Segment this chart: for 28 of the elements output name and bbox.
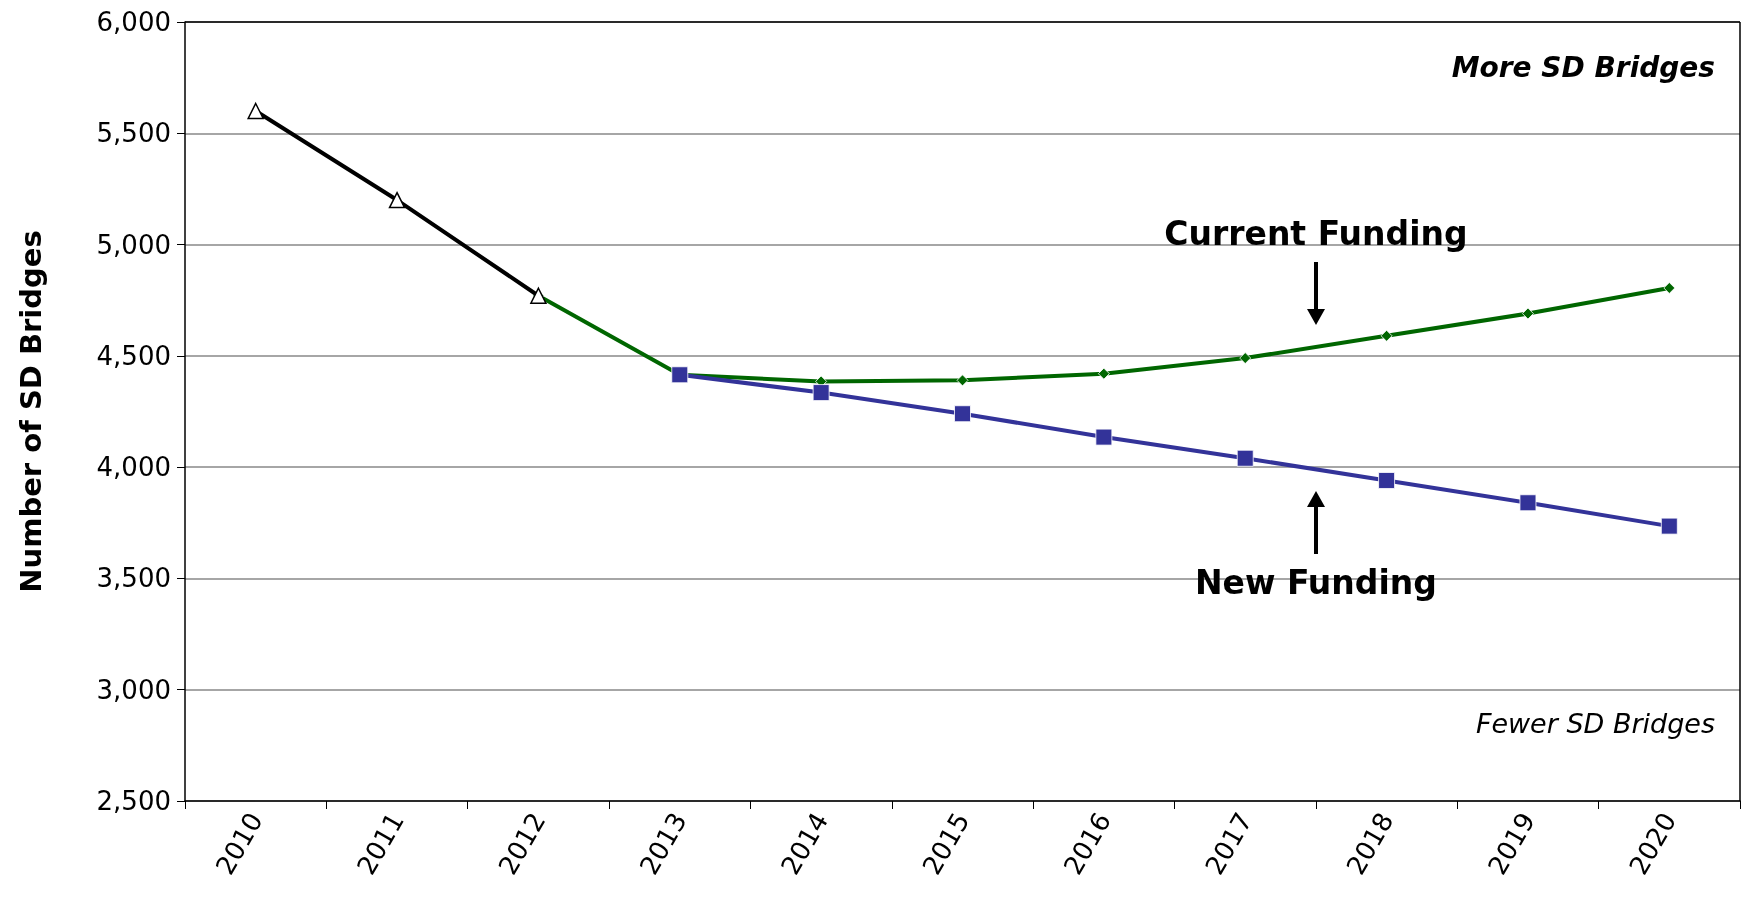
y-tick-label: 5,500 — [96, 118, 171, 149]
text: Current Funding — [1164, 213, 1468, 253]
point — [1378, 472, 1395, 489]
point — [1663, 282, 1676, 294]
y-tick-label: 2,500 — [96, 786, 171, 816]
annotation: Fewer SD Bridges — [1475, 707, 1715, 739]
y-axis-title: Number of SD Bridges — [13, 230, 48, 593]
y-tick-label: 6,000 — [96, 7, 171, 37]
y-tick-label: 3,500 — [96, 563, 171, 594]
y-tick-label: 4,500 — [96, 340, 171, 371]
point — [1095, 428, 1113, 446]
point — [1380, 329, 1393, 342]
point — [1239, 352, 1252, 364]
y-tick-label: 4,000 — [96, 452, 171, 483]
point — [1236, 449, 1254, 467]
point — [956, 374, 969, 387]
point — [812, 384, 830, 401]
text: New Funding — [1194, 563, 1437, 603]
annotation: More SD Bridges — [1451, 50, 1715, 84]
point — [247, 102, 264, 120]
y-tick-label: 5,000 — [96, 229, 171, 260]
point — [388, 191, 406, 209]
point — [1097, 367, 1110, 380]
point — [1660, 517, 1678, 535]
point — [1522, 307, 1534, 320]
point — [1519, 494, 1537, 512]
y-tick-label: 3,000 — [96, 674, 171, 705]
point — [954, 405, 971, 423]
